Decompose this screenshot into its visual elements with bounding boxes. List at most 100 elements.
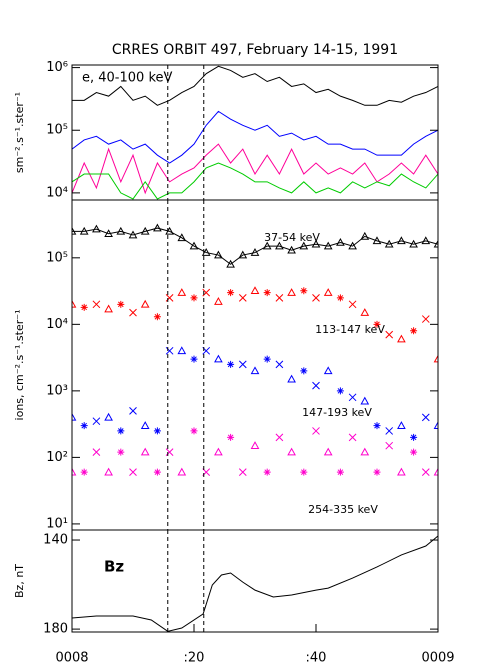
data-point xyxy=(165,294,174,302)
data-point xyxy=(153,427,161,435)
data-point xyxy=(177,346,187,355)
y-tick-label: 10¹ xyxy=(46,516,68,531)
data-point xyxy=(177,467,187,476)
data-point xyxy=(92,448,101,456)
y-tick-label: 10⁵ xyxy=(46,123,68,138)
data-point xyxy=(238,250,248,259)
data-point xyxy=(312,294,320,302)
data-point xyxy=(323,288,333,296)
data-point xyxy=(263,468,271,476)
data-point xyxy=(140,421,150,429)
data-point xyxy=(140,226,150,235)
data-point xyxy=(262,241,272,250)
data-point xyxy=(250,248,260,256)
y-tick-label: 10⁶ xyxy=(46,60,68,75)
data-point xyxy=(360,308,370,316)
data-point xyxy=(275,433,284,442)
y-axis-label: Bz, nT xyxy=(13,564,26,598)
data-point xyxy=(410,448,418,456)
data-point xyxy=(92,224,101,233)
data-point xyxy=(250,286,260,295)
data-point xyxy=(275,294,284,302)
data-point xyxy=(373,320,381,328)
x-tick-label: :20 xyxy=(184,651,205,666)
data-point xyxy=(373,422,381,430)
data-point xyxy=(238,360,247,369)
series-label: 113-147 keV xyxy=(315,323,385,336)
chart-title: CRRES ORBIT 497, February 14-15, 1991 xyxy=(112,42,398,58)
data-point xyxy=(153,313,161,321)
data-point xyxy=(72,299,77,308)
data-line xyxy=(72,535,438,632)
data-point xyxy=(72,412,77,421)
data-point xyxy=(384,239,394,248)
series-label: 37-54 keV xyxy=(264,231,320,244)
data-point xyxy=(323,241,333,250)
data-point xyxy=(323,447,333,456)
data-point xyxy=(311,239,321,248)
data-point xyxy=(409,239,418,248)
series-label: 147-193 keV xyxy=(302,406,372,419)
data-point xyxy=(214,354,223,363)
data-point xyxy=(227,289,235,297)
data-point xyxy=(214,250,223,259)
data-point xyxy=(190,355,198,363)
data-point xyxy=(153,223,162,232)
data-point xyxy=(433,421,438,429)
data-point xyxy=(287,288,296,296)
data-point xyxy=(72,467,77,476)
data-point xyxy=(80,468,88,476)
data-line xyxy=(72,65,438,106)
data-point xyxy=(323,366,333,375)
data-point xyxy=(80,422,88,430)
data-point xyxy=(129,468,137,477)
data-point xyxy=(153,468,161,476)
y-tick-label: 140 xyxy=(43,533,68,548)
panel-frame xyxy=(71,529,439,633)
data-point xyxy=(72,226,77,235)
y-tick-label: 10⁴ xyxy=(46,317,68,332)
data-point xyxy=(128,230,138,239)
data-point xyxy=(421,236,431,245)
data-point xyxy=(92,417,101,426)
data-point xyxy=(300,367,308,375)
data-point xyxy=(263,289,271,297)
y-tick-label: 10⁴ xyxy=(46,185,68,200)
data-point xyxy=(263,355,271,363)
data-line xyxy=(72,110,438,164)
data-point xyxy=(165,448,174,456)
plot-area xyxy=(72,223,438,477)
y-tick-label: 10⁵ xyxy=(46,250,68,265)
x-tick-label: :40 xyxy=(306,651,327,666)
data-point xyxy=(348,241,357,250)
data-point xyxy=(348,393,357,402)
data-point xyxy=(312,381,320,390)
data-point xyxy=(190,427,198,435)
data-point xyxy=(117,427,125,435)
y-tick-label: 10² xyxy=(46,450,68,465)
y-axis-label: sm⁻².s⁻¹.ster⁻¹ xyxy=(13,92,26,173)
series-label: 254-335 keV xyxy=(308,503,378,516)
data-point xyxy=(250,441,260,449)
data-point xyxy=(299,241,309,250)
data-point xyxy=(129,407,137,415)
data-point xyxy=(287,447,296,456)
data-point xyxy=(104,412,113,421)
data-point xyxy=(336,387,344,395)
data-point xyxy=(117,300,125,308)
data-point xyxy=(129,308,137,317)
data-point xyxy=(385,427,394,435)
data-point xyxy=(140,447,150,456)
data-point xyxy=(421,413,430,422)
data-point xyxy=(190,294,198,302)
plot-area xyxy=(72,65,438,200)
data-point xyxy=(300,287,308,295)
data-point xyxy=(275,360,284,369)
annotation: e, 40-100 keV xyxy=(82,71,173,86)
data-point xyxy=(385,330,394,339)
data-point xyxy=(372,236,382,245)
data-point xyxy=(189,241,199,250)
y-tick-label: 180 xyxy=(43,622,68,637)
y-axis-label: ions, cm⁻².s⁻¹.ster⁻¹ xyxy=(13,310,26,421)
data-point xyxy=(226,259,235,268)
